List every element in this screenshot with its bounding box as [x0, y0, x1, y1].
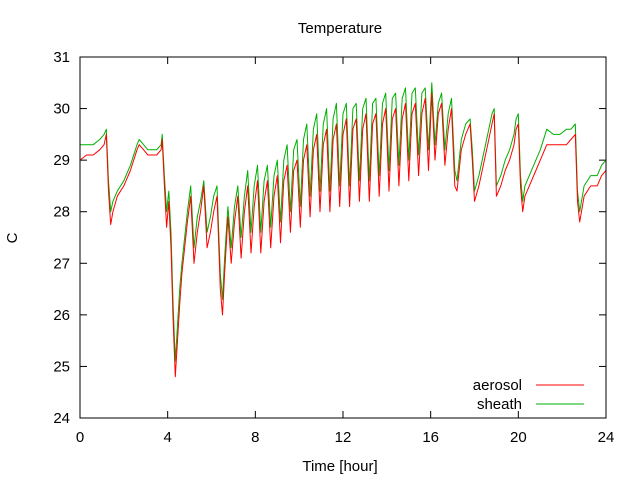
- y-tick-label-7: 31: [53, 49, 70, 66]
- x-tick-label-3: 12: [335, 429, 352, 446]
- y-tick-label-5: 29: [53, 152, 70, 169]
- x-tick-label-0: 0: [76, 429, 84, 446]
- legend-label-aerosol: aerosol: [473, 377, 522, 394]
- chart-title: Temperature: [298, 20, 382, 37]
- plot-frame: [80, 57, 606, 418]
- y-tick-label-2: 26: [53, 307, 70, 324]
- x-tick-label-6: 24: [598, 429, 615, 446]
- x-tick-label-2: 8: [251, 429, 259, 446]
- axis-ticks: [80, 57, 606, 418]
- y-tick-label-0: 24: [53, 410, 70, 427]
- y-axis-label: C: [4, 232, 21, 243]
- y-tick-label-4: 28: [53, 204, 70, 221]
- axis-tick-labels: 0 4 8 12 16 20 24 24 25 26 27 28 29 30 31: [53, 49, 614, 446]
- x-tick-label-1: 4: [163, 429, 171, 446]
- x-tick-label-5: 20: [510, 429, 527, 446]
- y-tick-label-6: 30: [53, 101, 70, 118]
- series-line-sheath: [80, 83, 606, 362]
- x-tick-label-4: 16: [422, 429, 439, 446]
- series-line-aerosol: [80, 93, 606, 377]
- legend: aerosol sheath: [473, 377, 584, 413]
- legend-label-sheath: sheath: [477, 396, 522, 413]
- y-tick-label-1: 25: [53, 358, 70, 375]
- y-tick-label-3: 27: [53, 255, 70, 272]
- plot-series: [80, 83, 606, 377]
- x-axis-label: Time [hour]: [302, 458, 377, 475]
